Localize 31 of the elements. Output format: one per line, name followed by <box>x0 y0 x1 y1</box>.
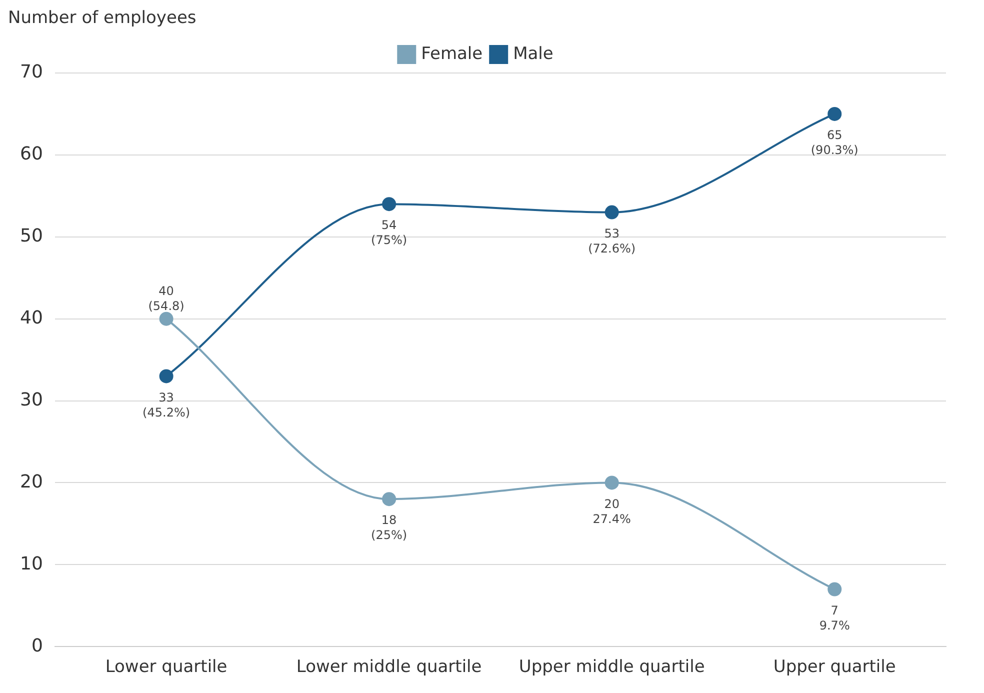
point <box>828 106 842 121</box>
point <box>604 476 619 490</box>
x-tick-label: Lower quartile <box>105 657 228 678</box>
data-label: 40 (54.8) <box>148 284 184 313</box>
y-tick-label: 40 <box>20 308 43 328</box>
y-tick-label: 0 <box>31 635 43 656</box>
y-tick-label: 50 <box>20 226 43 247</box>
y-tick-label: 60 <box>20 144 43 165</box>
y-tick-label: 30 <box>20 389 43 410</box>
point <box>159 369 174 384</box>
point <box>382 197 396 212</box>
data-label: 53 (72.6%) <box>588 226 636 256</box>
data-label: 18 (25%) <box>371 513 408 542</box>
y-axis-title: Number of employees <box>8 8 198 30</box>
data-label: 65 (90.3%) <box>810 128 858 158</box>
data-label: 54 (75%) <box>371 218 408 248</box>
x-tick-label: Lower middle quartile <box>296 657 482 678</box>
x-tick-label: Upper quartile <box>773 657 896 678</box>
data-label: 20 27.4% <box>592 496 631 526</box>
data-label: 7 9.7% <box>819 603 850 632</box>
legend-label: Male <box>513 44 554 64</box>
legend-label: Female <box>421 44 483 64</box>
point <box>159 312 174 326</box>
point <box>828 582 842 596</box>
point <box>382 492 396 506</box>
point <box>604 205 619 220</box>
x-tick-label: Upper middle quartile <box>518 657 705 678</box>
y-tick-label: 70 <box>20 62 43 83</box>
y-tick-label: 20 <box>20 471 43 492</box>
data-label: 33 (45.2%) <box>142 390 190 420</box>
y-tick-label: 10 <box>20 553 43 574</box>
